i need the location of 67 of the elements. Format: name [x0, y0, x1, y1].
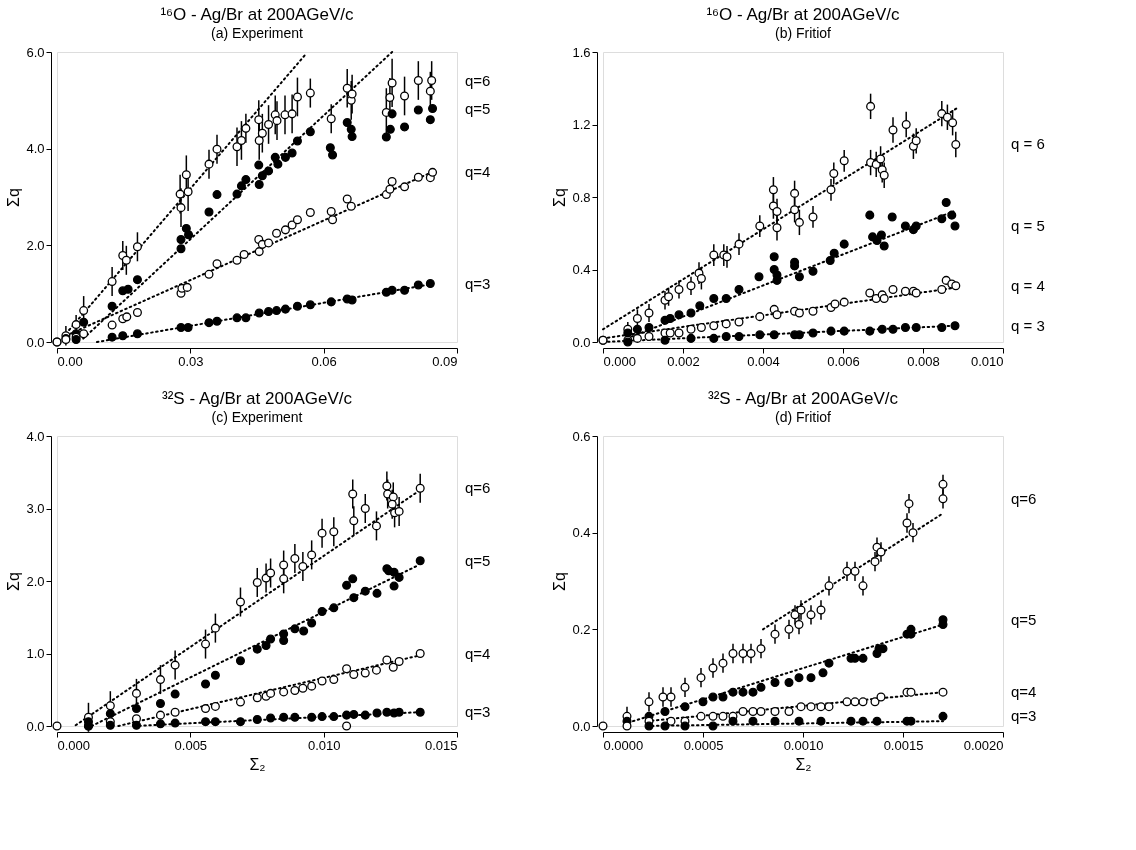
chart-subtitle: (d) Fritiof — [775, 409, 832, 425]
x-tick-label: 0.09 — [432, 353, 458, 369]
text: q=4 — [1011, 683, 1037, 701]
y-tick-label: 0.8 — [572, 189, 591, 205]
y-tick-label: 1.2 — [572, 117, 591, 132]
y-axis-title: Σq — [551, 188, 569, 207]
y-tick-label: 1.6 — [572, 44, 591, 60]
chart-subtitle: (c) Experiment — [211, 409, 303, 425]
text: q=4 — [465, 644, 491, 662]
x-tick-label: 0.000 — [603, 353, 637, 369]
y-tick-label: 0.4 — [572, 262, 591, 277]
x-tick-label: 0.010 — [970, 353, 1004, 369]
x-axis-title: Σ₂ — [795, 755, 812, 773]
text: q=5 — [1011, 610, 1037, 628]
x-tick-label: 0.010 — [307, 737, 341, 753]
series-label: q=4 — [465, 163, 491, 181]
chart-title: ³²S - Ag/Br at 200AGeV/c — [708, 389, 899, 408]
chart-subtitle: (b) Fritiof — [775, 25, 832, 41]
chart-title: ¹⁶O - Ag/Br at 200AGeV/c — [706, 5, 901, 24]
x-tick-label: 0.004 — [747, 353, 780, 369]
y-tick-label: 0.0 — [26, 718, 45, 734]
x-tick-label: 0.005 — [174, 737, 208, 753]
y-tick-label: 4.0 — [26, 428, 45, 444]
x-tick-label: 0.00 — [57, 353, 83, 369]
y-tick-label: 4.0 — [26, 141, 45, 157]
y-tick-label: 3.0 — [26, 501, 45, 516]
x-tick-label: 0.03 — [178, 353, 204, 369]
x-tick-label: 0.015 — [424, 737, 458, 753]
text: q=3 — [465, 274, 491, 292]
y-tick-label: 1.0 — [26, 646, 45, 661]
text: q = 6 — [1011, 135, 1045, 153]
x-axis-title: Σ₂ — [249, 755, 266, 773]
chart-title: ¹⁶O - Ag/Br at 200AGeV/c — [160, 5, 355, 24]
series-label: q=5 — [465, 99, 491, 117]
text: q=6 — [465, 479, 491, 497]
x-tick-label: 0.002 — [667, 353, 700, 369]
y-axis-title: Σq — [5, 572, 23, 591]
y-tick-label: 0.0 — [26, 334, 45, 350]
chart-title: ³²S - Ag/Br at 200AGeV/c — [162, 389, 353, 408]
y-tick-label: 0.0 — [572, 718, 591, 734]
x-tick-label: 0.06 — [311, 353, 337, 369]
y-tick-label: 0.6 — [572, 428, 591, 444]
y-axis-title: Σq — [551, 572, 569, 591]
text: q=6 — [1011, 489, 1037, 507]
y-tick-label: 2.0 — [26, 573, 45, 589]
x-tick-label: 0.0000 — [603, 737, 644, 753]
text: q=3 — [1011, 707, 1037, 725]
text: q = 3 — [1011, 316, 1045, 334]
y-tick-label: 0.0 — [572, 334, 591, 350]
x-tick-label: 0.0005 — [683, 737, 724, 753]
x-tick-label: 0.0010 — [783, 737, 824, 753]
text: q = 5 — [1011, 217, 1045, 234]
x-tick-label: 0.0020 — [963, 737, 1004, 753]
y-tick-label: 0.4 — [572, 525, 591, 541]
text: q=5 — [465, 551, 491, 569]
text: q=3 — [465, 703, 491, 721]
y-tick-label: 6.0 — [26, 44, 45, 60]
x-tick-label: 0.008 — [907, 353, 940, 369]
x-tick-label: 0.000 — [57, 737, 91, 753]
x-tick-label: 0.0015 — [883, 737, 924, 753]
x-tick-label: 0.006 — [827, 353, 860, 369]
y-axis-title: Σq — [5, 188, 23, 207]
series-label: q=6 — [465, 71, 491, 89]
text: q = 4 — [1011, 276, 1045, 294]
y-tick-label: 2.0 — [26, 237, 45, 253]
y-tick-label: 0.2 — [572, 621, 591, 637]
chart-subtitle: (a) Experiment — [211, 25, 304, 41]
